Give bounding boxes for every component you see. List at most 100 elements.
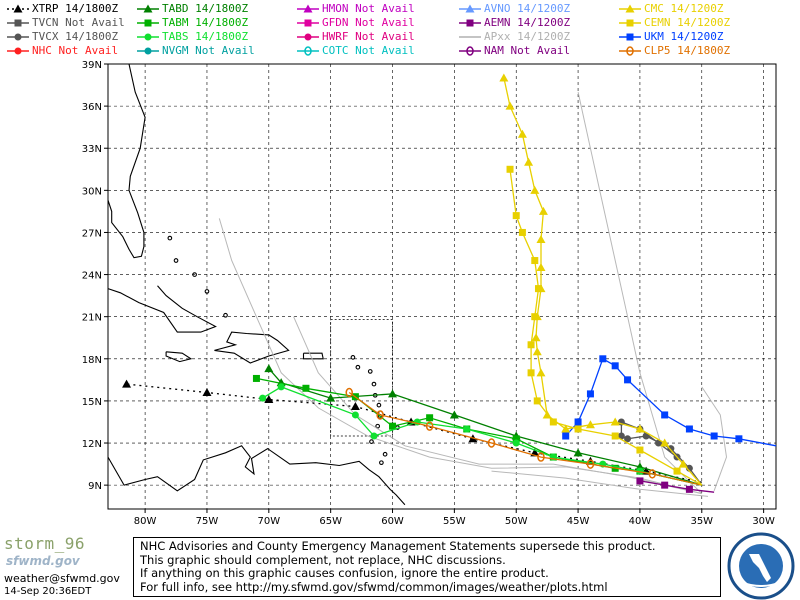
- island-outline: [371, 381, 377, 387]
- track-point-tabd: [326, 393, 336, 402]
- track-point-tabd: [388, 389, 398, 398]
- x-tick-label: 75W: [196, 516, 219, 527]
- track-point-cmc: [635, 424, 645, 433]
- legend-swatch: [297, 46, 319, 56]
- plot-area: [107, 63, 777, 510]
- legend-marker: [304, 33, 312, 41]
- legend-label: AEMN 14/1200Z: [484, 16, 571, 29]
- legend-marker: [626, 46, 634, 56]
- y-tick-label: 27N: [82, 228, 102, 239]
- track-point-cmc: [610, 417, 620, 426]
- track-point-tabm: [302, 384, 310, 392]
- legend-label: NVGM Not Avail: [162, 44, 255, 57]
- legend-label: AVNO 14/1200Z: [484, 2, 571, 15]
- watch-box: [330, 319, 393, 437]
- legend-swatch: [619, 33, 641, 41]
- coastlines: [107, 63, 406, 506]
- legend-label: HMON Not Avail: [322, 2, 415, 15]
- y-tick-label: 36N: [82, 102, 102, 113]
- track-point-cmc: [660, 438, 670, 447]
- legend-swatch: [619, 46, 641, 56]
- track-point-xtrp: [350, 402, 360, 411]
- puerto-rico-outline: [302, 352, 324, 360]
- legend-label: TABM 14/1800Z: [162, 16, 249, 29]
- track-line-aemn: [639, 480, 715, 493]
- track-point-ukm: [735, 435, 743, 443]
- legend-marker: [13, 4, 23, 13]
- jamaica-outline: [165, 351, 193, 363]
- track-point-aemn: [685, 485, 693, 493]
- island-outline: [350, 355, 356, 360]
- track-point-cemn: [636, 446, 644, 454]
- legend-marker: [625, 4, 635, 13]
- track-point-xtrp: [202, 387, 212, 396]
- florida-east-coast: [107, 63, 146, 259]
- legend-marker: [466, 19, 474, 27]
- storm-track-map: 80W 75W 70W 65W 60W 55W 50W 45W 40W 35W 30W 9N 12N 15…: [82, 60, 777, 527]
- track-point-cmc: [536, 263, 546, 272]
- chart-legend: XTRP 14/1800Z TVCN Not Avail TVCX 14/1800Z…: [0, 0, 800, 60]
- legend-swatch: [619, 19, 641, 27]
- storm-logo: storm_96: [4, 534, 86, 553]
- track-point-clp5: [537, 452, 545, 462]
- island-outline: [369, 439, 374, 444]
- legend-swatch: [7, 47, 29, 55]
- track-point-tvcx: [624, 435, 632, 443]
- track-point-tabm: [389, 422, 397, 430]
- island-outline: [223, 312, 228, 318]
- track-point-xtrp: [264, 395, 274, 404]
- legend-marker: [14, 47, 22, 55]
- map-frame: [107, 63, 777, 510]
- track-point-cmc: [536, 368, 546, 377]
- track-point-cemn: [531, 257, 539, 265]
- track-point-clp5: [345, 387, 353, 398]
- track-point-cmc: [561, 424, 571, 433]
- track-point-tabd: [264, 364, 274, 373]
- track-point-tvcx: [617, 432, 625, 440]
- track-point-tabd: [573, 448, 583, 457]
- disclaimer-line[interactable]: For full info, see http://my.sfwmd.gov/s…: [140, 579, 608, 594]
- island-outline: [192, 272, 197, 277]
- island-outline: [204, 289, 210, 294]
- island-outline: [167, 235, 173, 241]
- series-clp5: [345, 387, 702, 486]
- track-point-cemn: [611, 432, 619, 440]
- track-point-cemn: [527, 341, 535, 349]
- track-point-ukm: [624, 376, 632, 384]
- y-tick-label: 21N: [82, 313, 102, 324]
- track-point-cmc: [532, 347, 542, 356]
- legend-marker: [144, 47, 152, 55]
- track-point-aemn: [661, 481, 669, 489]
- legend-label: TABS 14/1800Z: [162, 30, 249, 43]
- disclaimer-box: NHC Advisories and County Emergency Mana…: [133, 537, 721, 597]
- island-outline: [376, 402, 382, 408]
- legend-swatch: [297, 4, 319, 13]
- disclaimer-line: NHC Advisories and County Emergency Mana…: [140, 539, 656, 553]
- legend-marker: [304, 46, 312, 56]
- apxx-track: [491, 470, 709, 497]
- cuba-outline: [107, 285, 217, 333]
- track-point-cmc: [524, 157, 534, 166]
- series-ukm: [562, 355, 777, 447]
- apxx-track: [701, 386, 728, 491]
- track-point-ukm: [710, 432, 718, 440]
- x-tick-label: 60W: [381, 516, 404, 527]
- track-point-cemn: [518, 228, 526, 236]
- footer-branding: storm_96 sfwmd.gov weather@sfwmd.gov 14-…: [2, 534, 132, 600]
- legend-label: TVCN Not Avail: [32, 16, 125, 29]
- track-point-cmc: [538, 206, 548, 215]
- x-tick-label: 40W: [629, 516, 652, 527]
- track-point-ukm: [562, 432, 570, 440]
- x-tick-label: 55W: [443, 516, 466, 527]
- legend-swatch: [137, 47, 159, 55]
- track-point-tabm: [426, 414, 434, 422]
- track-point-clp5: [487, 438, 496, 448]
- legend-swatch: [459, 19, 481, 27]
- south-america-coast: [107, 445, 406, 506]
- track-point-cmc: [499, 73, 509, 82]
- series-cmc: [499, 73, 703, 486]
- contact-email[interactable]: weather@sfwmd.gov: [4, 572, 120, 585]
- track-point-tabm: [512, 435, 520, 443]
- x-tick-label: 65W: [319, 516, 342, 527]
- legend-swatch: [297, 33, 319, 41]
